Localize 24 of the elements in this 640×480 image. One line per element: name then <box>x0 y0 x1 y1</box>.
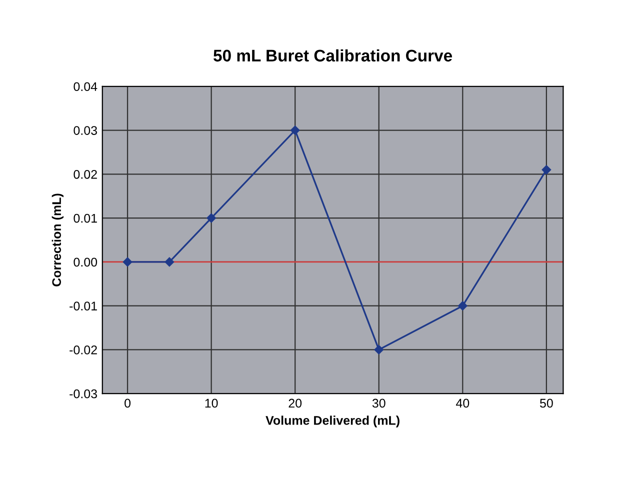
point <box>458 301 468 310</box>
y-tick-label: 0.01 <box>74 214 97 223</box>
x-axis-title: Volume Delivered (mL) <box>266 416 400 428</box>
chart-title: 50 mL Buret Calibration Curve <box>214 49 452 62</box>
y-tick-label: 0.03 <box>74 126 97 135</box>
y-tick-label: -0.02 <box>70 346 97 354</box>
y-tick-label: 0.00 <box>74 258 98 267</box>
point <box>290 126 300 135</box>
x-tick-label: 40 <box>456 398 470 408</box>
x-tick-label: 50 <box>540 398 553 408</box>
y-tick-label: -0.03 <box>70 389 97 398</box>
point <box>122 257 132 267</box>
y-axis-title: Correction (mL) <box>52 194 64 286</box>
y-tick-label: 0.04 <box>74 82 98 92</box>
x-tick-label: 20 <box>288 398 302 408</box>
x-tick-label: 0 <box>124 398 131 408</box>
point <box>374 345 384 354</box>
point <box>206 213 216 223</box>
y-tick-label: 0.02 <box>74 170 97 179</box>
point <box>542 165 552 174</box>
x-tick-label: 30 <box>372 398 386 408</box>
x-tick-label: 10 <box>205 398 218 408</box>
point <box>164 257 174 267</box>
y-tick-label: -0.01 <box>70 302 97 310</box>
